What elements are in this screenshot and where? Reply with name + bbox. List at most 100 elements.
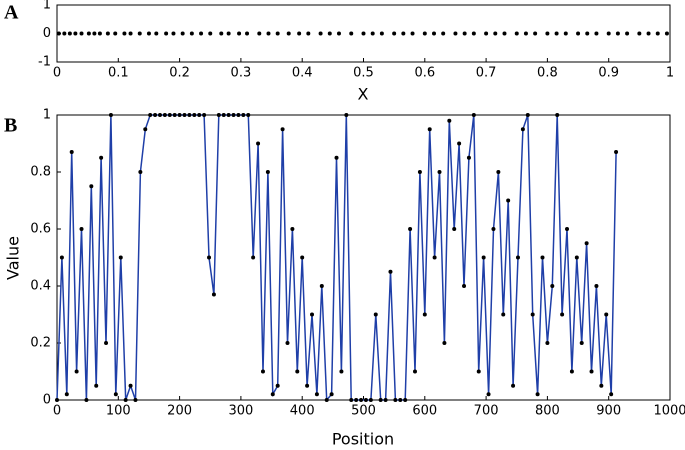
marker <box>334 155 339 160</box>
marker <box>427 127 432 132</box>
marker <box>207 255 212 260</box>
marker <box>501 312 506 317</box>
marker <box>437 170 442 174</box>
marker <box>462 284 467 288</box>
point <box>637 31 642 36</box>
marker <box>231 113 236 117</box>
marker <box>540 255 545 260</box>
marker <box>280 127 285 132</box>
marker <box>511 383 516 388</box>
marker <box>187 113 192 117</box>
marker <box>59 255 64 260</box>
point <box>171 31 176 36</box>
marker <box>216 113 221 117</box>
point <box>257 31 262 36</box>
marker <box>314 392 319 397</box>
marker <box>305 383 310 388</box>
marker <box>584 241 589 246</box>
x-tick-label: 0.9 <box>598 66 619 81</box>
point <box>128 31 133 36</box>
marker <box>256 141 261 146</box>
marker <box>486 392 491 397</box>
point <box>56 31 61 36</box>
marker <box>599 383 604 388</box>
marker <box>471 113 476 117</box>
point <box>646 31 651 36</box>
point <box>62 31 67 36</box>
marker <box>417 170 422 174</box>
marker <box>530 312 535 317</box>
point <box>361 31 366 36</box>
marker <box>69 150 74 155</box>
point <box>379 31 384 36</box>
point <box>514 31 519 36</box>
marker <box>133 398 138 402</box>
point <box>410 31 415 36</box>
marker <box>172 113 177 117</box>
marker <box>143 127 148 132</box>
marker <box>569 369 574 374</box>
point <box>86 31 91 36</box>
marker <box>104 341 109 345</box>
point <box>533 31 538 36</box>
marker <box>74 369 79 374</box>
x-tick-label: 0 <box>53 404 61 419</box>
marker <box>354 398 359 402</box>
x-tick-label: 0.3 <box>231 66 252 81</box>
point <box>92 31 97 36</box>
marker <box>177 113 182 117</box>
y-tick-label: 1 <box>43 108 51 123</box>
x-tick-label: 0.2 <box>169 66 190 81</box>
x-tick-label: 400 <box>290 404 315 419</box>
x-tick-label: 0.1 <box>108 66 129 81</box>
point <box>146 31 151 36</box>
x-tick-label: 500 <box>351 404 376 419</box>
y-tick-label: -1 <box>38 55 51 70</box>
point <box>471 31 476 36</box>
marker <box>123 398 128 402</box>
y-tick-label: 1 <box>43 0 51 13</box>
marker <box>182 113 187 117</box>
point <box>79 31 84 36</box>
point <box>655 31 660 36</box>
x-axis-label: Position <box>332 430 394 449</box>
x-tick-label: 1 <box>666 66 674 81</box>
marker <box>378 398 383 402</box>
point <box>219 31 224 36</box>
marker <box>79 227 84 231</box>
marker <box>520 127 525 132</box>
marker <box>162 113 167 117</box>
x-tick-label: 200 <box>167 404 192 419</box>
point <box>615 31 620 36</box>
point <box>554 31 559 36</box>
marker <box>128 383 133 388</box>
x-tick-label: 0.6 <box>414 66 435 81</box>
point <box>266 31 271 36</box>
point <box>275 31 280 36</box>
marker <box>329 392 334 397</box>
point <box>349 31 354 36</box>
marker <box>295 369 300 374</box>
point <box>113 31 118 36</box>
marker <box>422 312 427 317</box>
marker <box>55 398 59 402</box>
marker <box>251 255 256 260</box>
marker <box>363 398 368 402</box>
marker <box>574 255 579 260</box>
y-tick-label: 0.4 <box>30 279 51 294</box>
point <box>73 31 78 36</box>
marker <box>349 398 354 402</box>
point <box>370 31 375 36</box>
marker <box>368 398 373 402</box>
marker <box>589 369 594 374</box>
x-tick-label: 0.8 <box>537 66 558 81</box>
marker <box>496 170 501 174</box>
point <box>493 31 498 36</box>
marker <box>398 398 403 402</box>
marker <box>359 398 364 402</box>
marker <box>300 255 305 260</box>
marker <box>99 155 104 160</box>
marker <box>197 113 202 117</box>
point <box>306 31 311 36</box>
point <box>237 31 242 36</box>
